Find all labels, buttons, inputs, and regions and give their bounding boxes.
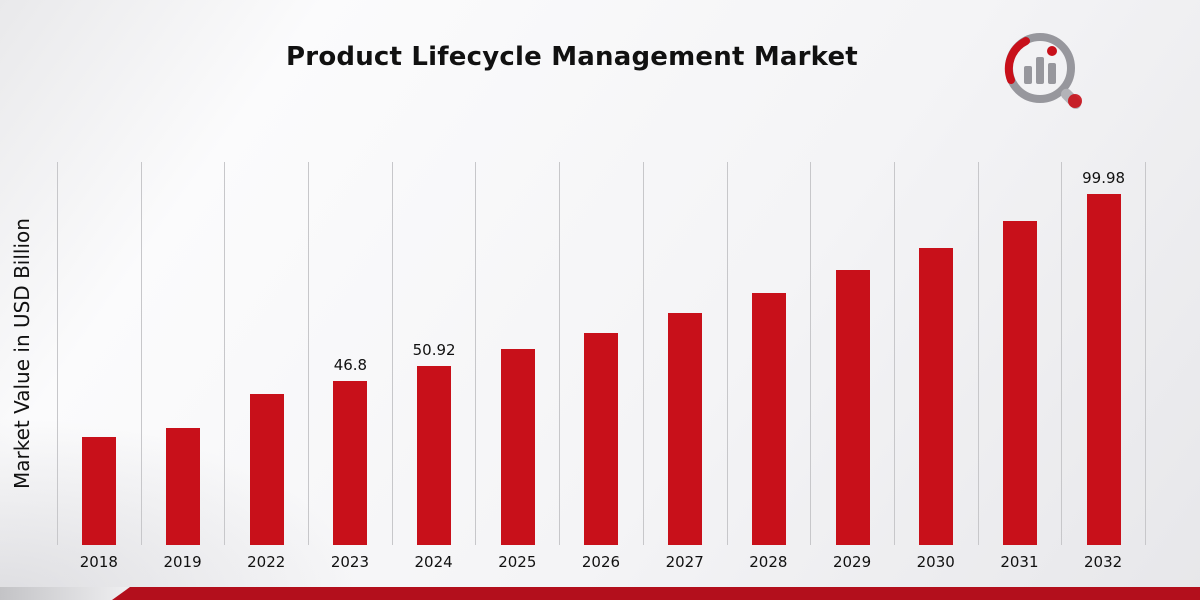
grid-column-2030 <box>893 162 978 545</box>
x-axis: 2018 2019 2022 2023 2024 2025 2026 2027 2028 2029… <box>57 553 1145 571</box>
x-tick-2022: 2022 <box>247 553 286 571</box>
bar-2027 <box>668 313 703 545</box>
x-tick-2030: 2030 <box>916 553 955 571</box>
footer-bar <box>112 587 1200 600</box>
bar-2023 <box>333 380 368 545</box>
bar-2024 <box>417 366 452 545</box>
bar-2031 <box>1002 220 1037 545</box>
grid-column-2026 <box>559 162 643 545</box>
bar-2019 <box>166 427 201 545</box>
y-axis-label: Market Value in USD Billion <box>10 218 34 489</box>
grid-column-2023: 46.8 <box>308 162 392 545</box>
data-label-2024: 50.92 <box>412 341 456 360</box>
grid-column-2025 <box>475 162 559 545</box>
x-tick-2029: 2029 <box>832 553 872 571</box>
bar-2029 <box>835 270 870 545</box>
bar-2022 <box>249 393 284 545</box>
grid-column-2027 <box>642 162 727 545</box>
bar-2018 <box>82 437 117 545</box>
x-tick-2025: 2025 <box>498 553 537 571</box>
bar-2030 <box>919 247 954 545</box>
x-tick-2018: 2018 <box>79 553 118 571</box>
grid-column-2024: 50.92 <box>391 162 476 545</box>
x-tick-2026: 2026 <box>581 553 621 571</box>
bar-2026 <box>584 333 619 545</box>
brand-logo-icon <box>1004 33 1082 109</box>
x-tick-2019: 2019 <box>163 553 202 571</box>
grid-column-2019 <box>140 162 225 545</box>
footer-gray-wedge <box>0 587 130 600</box>
grid-column-2018 <box>57 162 141 545</box>
x-tick-2032: 2032 <box>1084 553 1123 571</box>
plot-area: 46.8 50.92 99.98 <box>57 162 1146 545</box>
grid-column-2028 <box>726 162 811 545</box>
grid-column-2032: 99.98 <box>1061 162 1145 545</box>
x-tick-2031: 2031 <box>1000 553 1039 571</box>
grid-column-2029 <box>810 162 894 545</box>
grid-column-2022 <box>224 162 308 545</box>
data-label-2023: 46.8 <box>333 355 368 374</box>
chart-title: Product Lifecycle Management Market <box>286 42 858 72</box>
bar-2025 <box>500 348 535 545</box>
bar-2028 <box>751 293 786 545</box>
grid-column-2031 <box>977 162 1062 545</box>
x-tick-2027: 2027 <box>665 553 704 571</box>
x-tick-2023: 2023 <box>330 553 369 571</box>
data-label-2032: 99.98 <box>1082 168 1126 187</box>
x-tick-2024: 2024 <box>414 553 453 571</box>
x-tick-2028: 2028 <box>749 553 788 571</box>
bar-2032 <box>1086 193 1121 545</box>
